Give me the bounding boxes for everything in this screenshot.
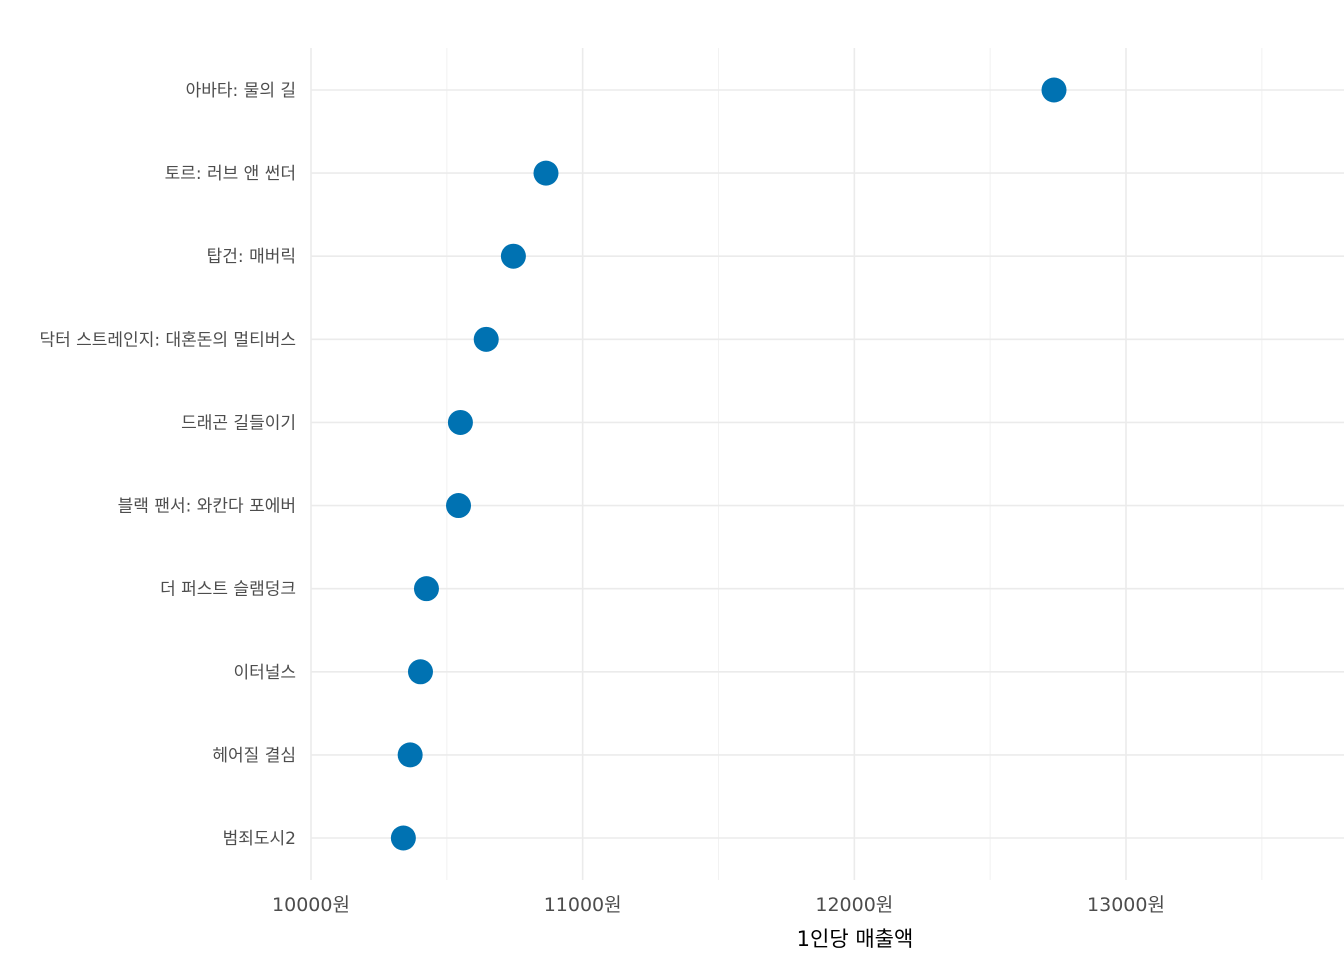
- x-tick-label: 11000원: [544, 894, 622, 916]
- y-tick-label: 아바타: 물의 길: [186, 81, 296, 101]
- x-tick-label: 13000원: [1087, 894, 1165, 916]
- y-tick-label: 더 퍼스트 슬램덩크: [160, 580, 296, 600]
- data-point: [413, 576, 439, 602]
- data-point: [447, 409, 473, 435]
- x-axis-title: 1인당 매출액: [797, 927, 914, 951]
- data-point: [1041, 77, 1067, 103]
- y-tick-label: 헤어질 결심: [212, 746, 296, 766]
- y-tick-label: 토르: 러브 앤 썬더: [165, 164, 296, 184]
- y-tick-label: 이터널스: [233, 663, 296, 683]
- y-tick-label: 탑건: 매버릭: [207, 247, 296, 267]
- data-point: [473, 326, 499, 352]
- data-point: [500, 243, 526, 269]
- data-point: [407, 659, 433, 685]
- y-tick-label: 범죄도시2: [223, 829, 296, 849]
- x-tick-label: 12000원: [815, 894, 893, 916]
- data-point: [446, 493, 472, 519]
- grid-lines: [310, 48, 1344, 880]
- data-point: [397, 742, 423, 768]
- data-point: [533, 160, 559, 186]
- y-tick-label: 닥터 스트레인지: 대혼돈의 멀티버스: [39, 330, 296, 350]
- x-axis-labels: 10000원 11000원 12000원 13000원: [272, 894, 1165, 916]
- data-point: [390, 825, 416, 851]
- y-tick-label: 블랙 팬서: 와칸다 포에버: [118, 497, 296, 517]
- x-tick-label: 10000원: [272, 894, 350, 916]
- y-tick-label: 드래곤 길들이기: [181, 413, 296, 433]
- data-points: [390, 77, 1067, 851]
